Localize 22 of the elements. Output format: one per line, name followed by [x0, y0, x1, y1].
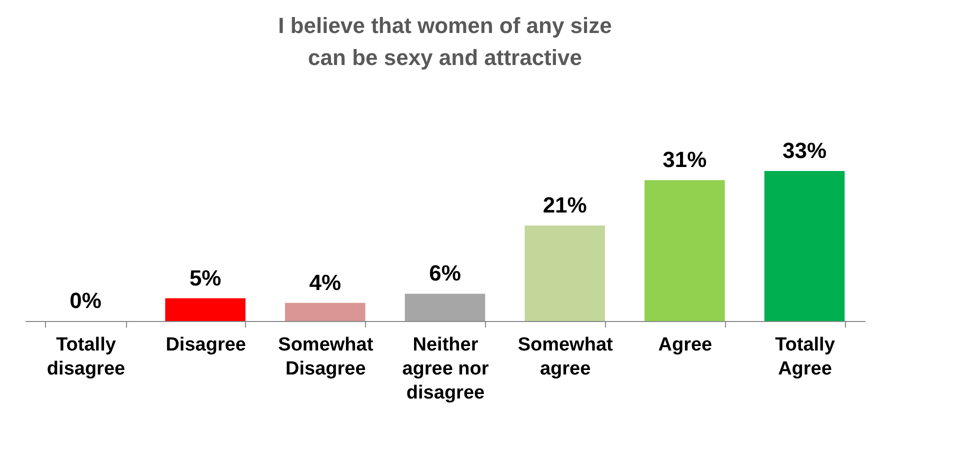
- x-tick-label: Totally Agree: [775, 334, 836, 380]
- x-tick-label: Agree: [658, 334, 712, 356]
- data-label: 6%: [429, 260, 461, 286]
- bar: [524, 226, 605, 321]
- data-label: 5%: [189, 265, 222, 290]
- text: I believe that women of any size: [278, 13, 612, 38]
- x-tick-label: Totally disagree: [46, 334, 126, 380]
- x-tick-label: Somewhat agree: [518, 334, 614, 380]
- data-label: 31%: [662, 147, 707, 172]
- data-label: 21%: [542, 192, 587, 218]
- x-tick-label: Neither agree nor disagree: [402, 334, 490, 404]
- x-tick-label: Somewhat Disagree: [278, 334, 374, 380]
- bar: [644, 180, 725, 321]
- x-tick-label: Disagree: [166, 334, 246, 356]
- bar: [404, 294, 486, 321]
- bar: [764, 171, 845, 321]
- data-label: 33%: [782, 138, 827, 163]
- bar: [285, 302, 366, 321]
- data-label: 0%: [70, 288, 102, 313]
- text: can be sexy and attractive: [308, 45, 582, 70]
- data-label: 4%: [309, 270, 342, 295]
- bar: [165, 298, 246, 321]
